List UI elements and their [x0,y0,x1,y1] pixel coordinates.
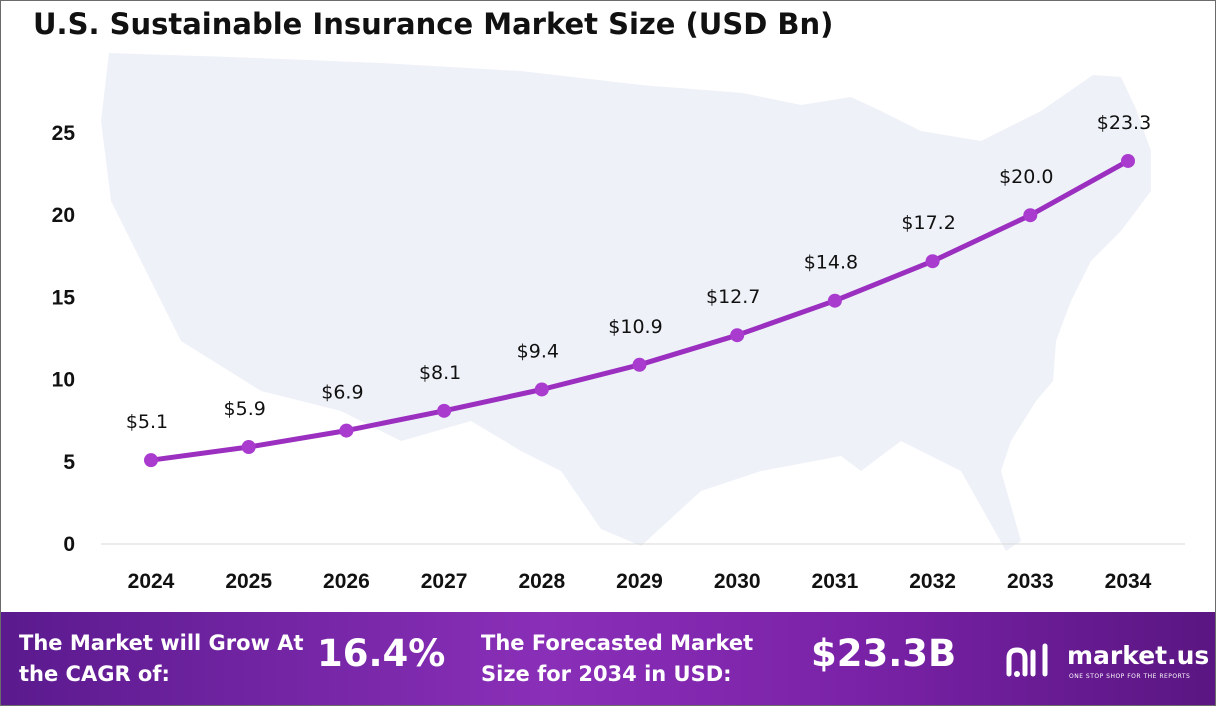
cagr-text: The Market will Grow At the CAGR of: [19,631,304,686]
data-point [534,382,549,397]
data-point [437,403,452,418]
x-tick-label: 2026 [323,570,370,593]
footer-banner: The Market will Grow At the CAGR of: 16.… [1,612,1215,705]
data-label: $17.2 [901,212,955,234]
y-tick-label: 5 [63,451,75,474]
x-tick-label: 2030 [714,570,761,593]
data-point [1023,208,1038,223]
market-us-logo-icon [1006,643,1048,677]
x-tick-label: 2034 [1105,570,1152,593]
data-label: $20.0 [999,166,1053,188]
cagr-value: 16.4% [317,632,446,675]
x-tick-label: 2028 [518,570,565,593]
data-label: $9.4 [517,340,559,362]
us-map-background [101,53,1151,551]
logo-name: market.us [1067,641,1210,670]
chart-title: U.S. Sustainable Insurance Market Size (… [33,7,834,41]
data-label: $6.9 [321,382,363,404]
data-point [241,440,256,455]
data-label: $5.1 [126,411,168,433]
market-us-logo: market.us ONE STOP SHOP FOR THE REPORTS [1005,638,1209,682]
x-tick-label: 2033 [1007,570,1054,593]
y-tick-label: 10 [52,369,75,392]
data-point [925,254,940,269]
data-point [339,423,354,438]
x-tick-label: 2025 [225,570,272,593]
logo-tagline: ONE STOP SHOP FOR THE REPORTS [1069,673,1191,680]
data-label: $14.8 [804,252,858,274]
y-tick-label: 0 [63,533,75,556]
y-tick-label: 15 [52,286,76,309]
x-tick-label: 2029 [616,570,663,593]
y-tick-label: 20 [52,204,75,227]
forecast-value: $23.3B [811,632,957,675]
forecast-text: The Forecasted Market Size for 2034 in U… [481,631,754,686]
data-point [730,328,745,343]
x-tick-label: 2032 [909,570,956,593]
data-label: $10.9 [608,316,662,338]
data-label: $23.3 [1097,112,1151,134]
data-point [1121,153,1135,168]
data-point [632,357,647,372]
data-label: $12.7 [706,286,760,308]
data-point [144,453,158,468]
data-label: $5.9 [224,398,266,420]
x-tick-label: 2024 [128,570,175,593]
data-label: $8.1 [419,362,461,384]
data-point [827,293,842,308]
x-tick-label: 2027 [421,570,468,593]
y-tick-label: 25 [52,122,76,145]
x-tick-label: 2031 [812,570,859,593]
